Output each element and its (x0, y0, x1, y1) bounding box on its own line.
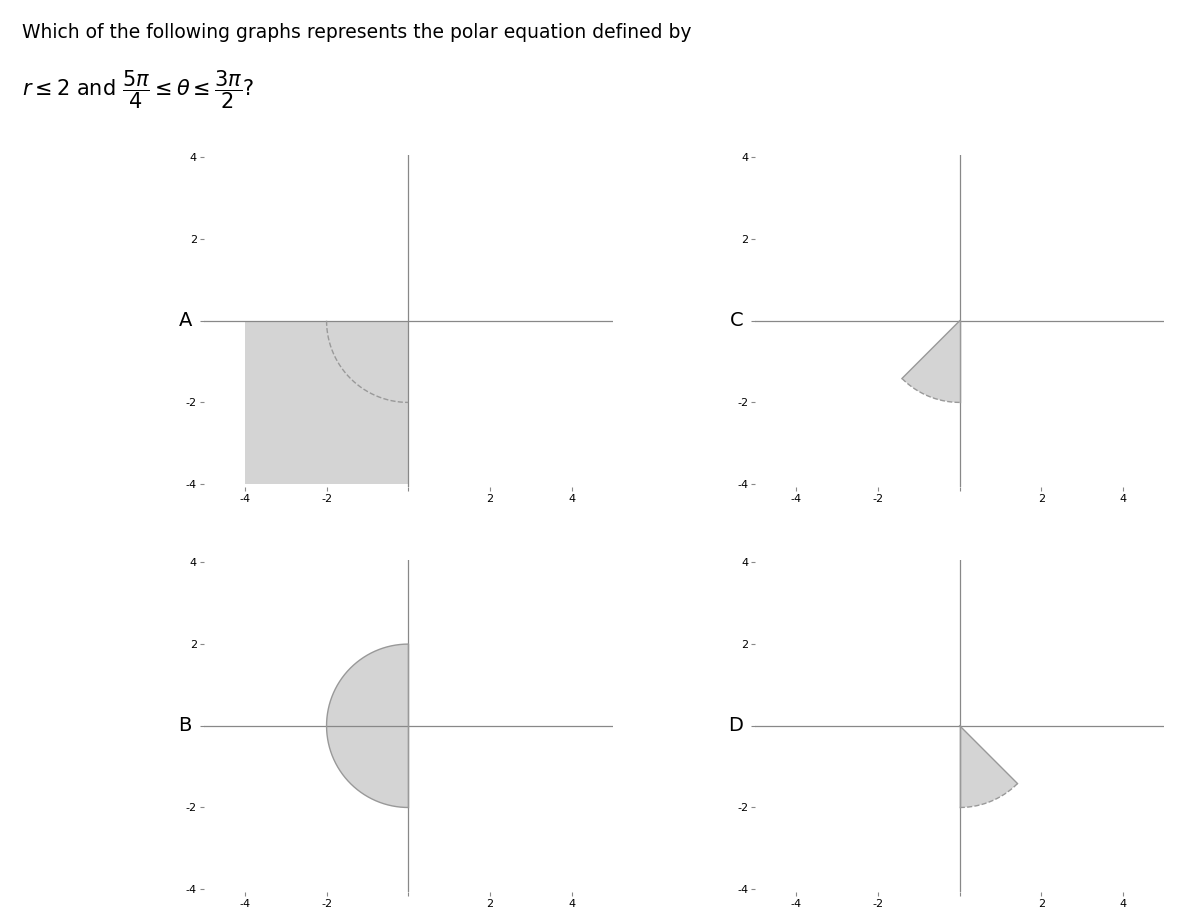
Text: $r \leq 2$ and $\dfrac{5\pi}{4} \leq \theta \leq \dfrac{3\pi}{2}$?: $r \leq 2$ and $\dfrac{5\pi}{4} \leq \th… (22, 68, 254, 111)
Text: D: D (728, 716, 744, 735)
Text: A: A (179, 311, 192, 330)
Polygon shape (960, 726, 1018, 807)
Polygon shape (902, 320, 960, 402)
Text: B: B (179, 716, 192, 735)
Polygon shape (245, 320, 408, 484)
Text: Which of the following graphs represents the polar equation defined by: Which of the following graphs represents… (22, 23, 691, 42)
Text: C: C (730, 311, 744, 330)
Polygon shape (326, 644, 408, 807)
